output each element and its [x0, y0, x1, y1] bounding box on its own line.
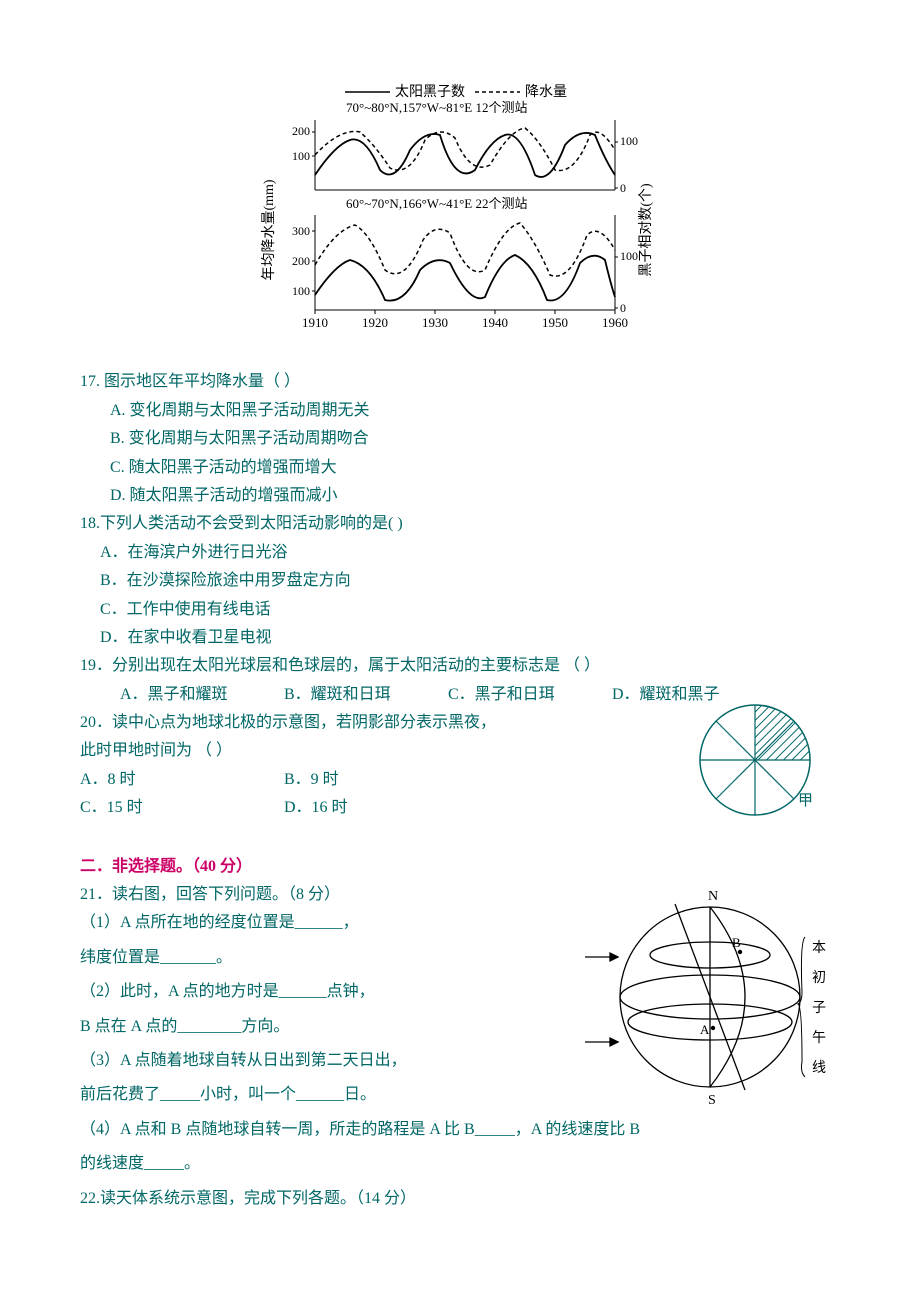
panel1-header: 70°~80°N,157°W~81°E 12个测站	[346, 100, 527, 115]
svg-text:0: 0	[620, 301, 626, 315]
svg-text:S: S	[708, 1093, 716, 1108]
q17-option-c: C. 随太阳黑子活动的增强而增大	[80, 455, 840, 481]
sunspot-precip-chart: 太阳黑子数 降水量 70°~80°N,157°W~81°E 12个测站 年均降水…	[80, 80, 840, 359]
svg-text:100: 100	[620, 134, 638, 148]
q21-p4b: 的线速度_____。	[80, 1151, 840, 1177]
q21-p1b: 纬度位置是_______。	[80, 945, 580, 971]
svg-text:1940: 1940	[482, 315, 508, 330]
q21-p1: （1）A 点所在地的经度位置是______，	[80, 910, 580, 936]
y-label-right: 黑子相对数(个)	[638, 183, 654, 277]
chart-svg: 太阳黑子数 降水量 70°~80°N,157°W~81°E 12个测站 年均降水…	[260, 80, 660, 350]
svg-text:1960: 1960	[602, 315, 628, 330]
q21-p2: （2）此时，A 点的地方时是______点钟，	[80, 979, 580, 1005]
q18-option-b: B．在沙漠探险旅途中用罗盘定方向	[80, 568, 840, 594]
svg-text:200: 200	[292, 254, 310, 268]
q17-option-a: A. 变化周期与太阳黑子活动周期无关	[80, 398, 840, 424]
q20-polar-diagram: 甲	[690, 700, 820, 839]
q21-stem: 21．读右图，回答下列问题。（8 分）	[80, 882, 580, 908]
svg-text:1930: 1930	[422, 315, 448, 330]
svg-text:100: 100	[620, 249, 638, 263]
q17-option-b: B. 变化周期与太阳黑子活动周期吻合	[80, 426, 840, 452]
q18-option-a: A．在海滨户外进行日光浴	[80, 540, 840, 566]
q19-stem: 19．分别出现在太阳光球层和色球层的，属于太阳活动的主要标志是 （ ）	[80, 653, 840, 679]
svg-text:1920: 1920	[362, 315, 388, 330]
q22-stem: 22.读天体系统示意图，完成下列各题。（14 分）	[80, 1186, 840, 1212]
y-label-left: 年均降水量(mm)	[261, 179, 277, 280]
svg-text:300: 300	[292, 224, 310, 238]
q21-p3: （3）A 点随着地球自转从日出到第二天日出，	[80, 1048, 580, 1074]
q18-option-d: D．在家中收看卫星电视	[80, 625, 840, 651]
svg-text:甲: 甲	[798, 793, 813, 809]
panel2-header: 60°~70°N,166°W~41°E 22个测站	[346, 196, 527, 211]
q17-option-d: D. 随太阳黑子活动的增强而减小	[80, 483, 840, 509]
svg-text:1950: 1950	[542, 315, 568, 330]
q18-option-c: C．工作中使用有线电话	[80, 597, 840, 623]
svg-text:100: 100	[292, 284, 310, 298]
q21-globe-diagram: N S A B 本 初 子 午 线	[580, 882, 840, 1121]
svg-text:本: 本	[812, 940, 826, 956]
svg-text:午: 午	[812, 1030, 826, 1046]
svg-text:200: 200	[292, 124, 310, 138]
svg-text:初: 初	[812, 969, 826, 986]
legend-solid: 太阳黑子数	[395, 84, 465, 100]
q21-p2b: B 点在 A 点的________方向。	[80, 1014, 580, 1040]
svg-text:线: 线	[812, 1060, 826, 1076]
q17-stem: 17. 图示地区年平均降水量（ ）	[80, 369, 840, 395]
q18-stem: 18.下列人类活动不会受到太阳活动影响的是( )	[80, 511, 840, 537]
legend-dashed: 降水量	[525, 84, 567, 100]
svg-text:子: 子	[812, 1000, 826, 1016]
svg-text:100: 100	[292, 149, 310, 163]
section2-title: 二．非选择题。（40 分）	[80, 854, 840, 880]
svg-text:0: 0	[620, 181, 626, 195]
svg-text:A: A	[700, 1022, 710, 1037]
svg-text:N: N	[708, 889, 718, 904]
svg-text:1910: 1910	[302, 315, 328, 330]
svg-text:B: B	[732, 935, 741, 950]
